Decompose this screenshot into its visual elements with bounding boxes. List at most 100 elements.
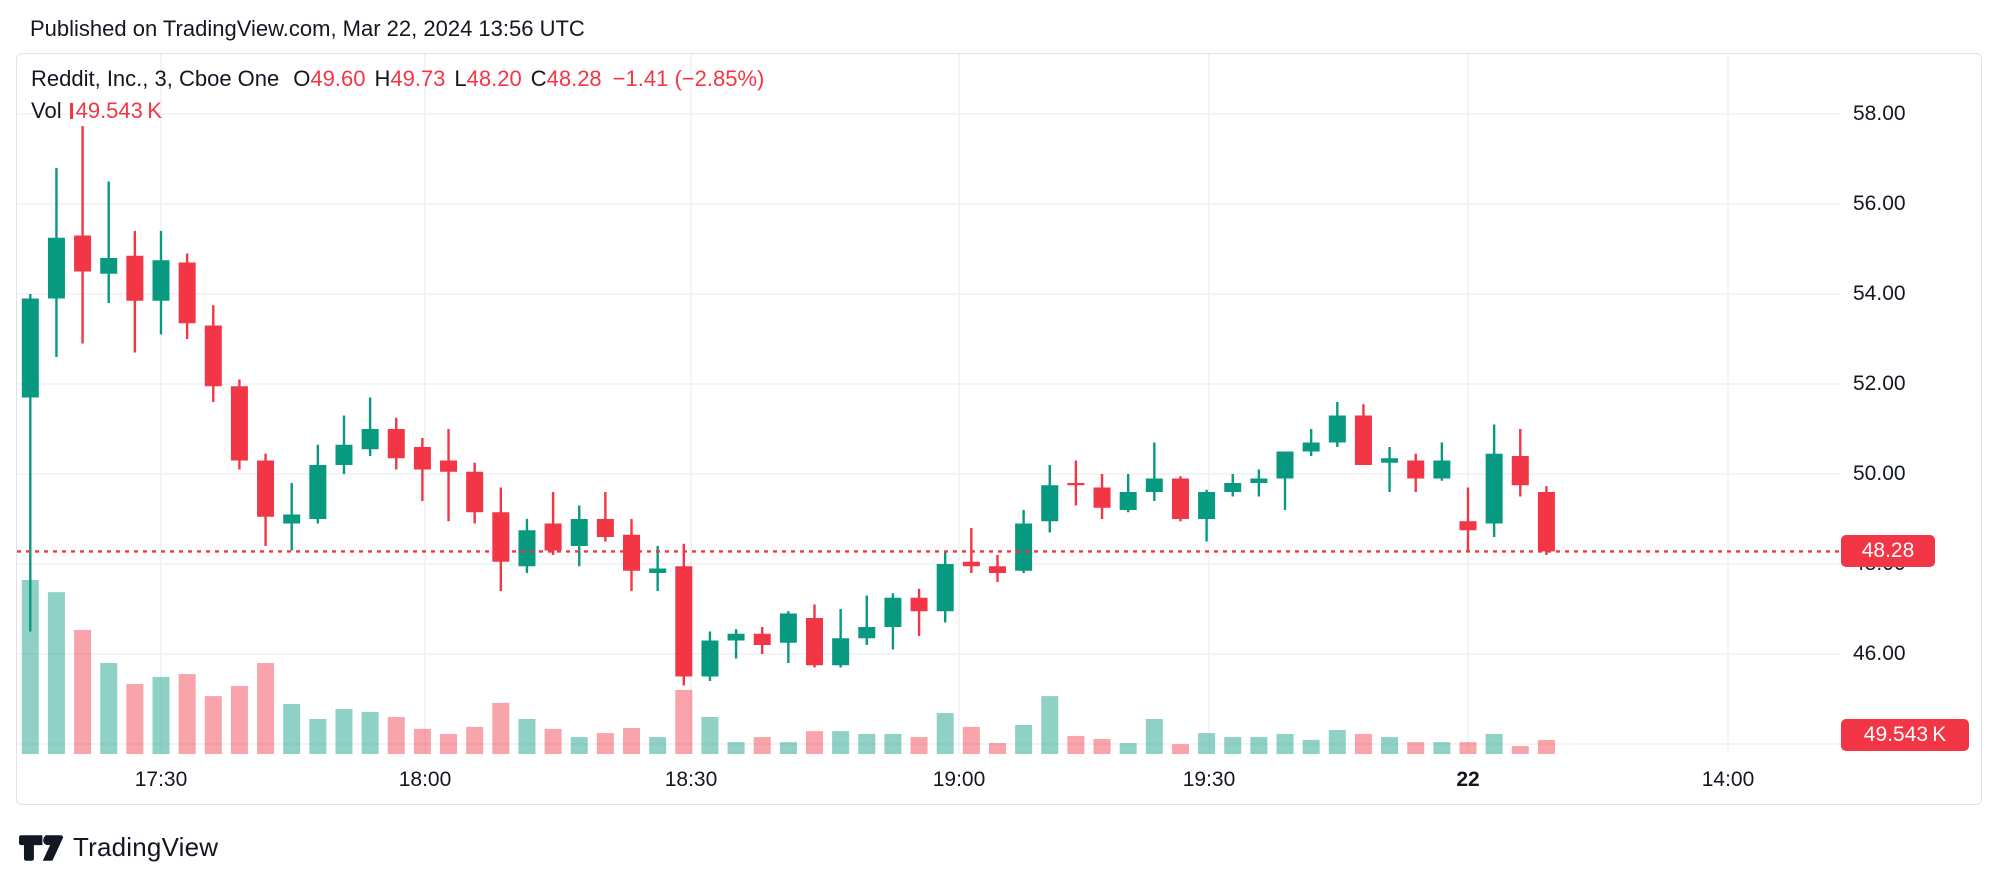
volume-bar [1198, 733, 1216, 754]
price-tick-label: 54.00 [1853, 282, 1906, 305]
candle-wick [107, 181, 110, 303]
price-tick-label: 52.00 [1853, 372, 1906, 395]
time-tick-label: 18:30 [664, 768, 718, 791]
low-label: L [454, 66, 467, 91]
candle-body [257, 460, 275, 517]
volume-bar [1276, 733, 1294, 754]
volume-bar [1328, 729, 1346, 754]
candle-body [466, 471, 484, 513]
time-tick-label: 18:00 [398, 768, 452, 791]
candle-body [675, 566, 693, 677]
open-pair: O49.60 [293, 65, 365, 92]
candle-body [884, 597, 902, 627]
volume-bar [47, 592, 65, 754]
tradingview-logo-icon[interactable] [19, 834, 63, 861]
symbol-legend: Reddit, Inc., 3, Cboe One O49.60 H49.73 L48… [31, 65, 764, 124]
candle-body [1093, 487, 1111, 508]
open-value: 49.60 [310, 66, 366, 91]
volume-bar [466, 726, 484, 754]
volume-bar [832, 731, 850, 754]
candle-body [1302, 442, 1320, 452]
high-label: H [374, 66, 391, 91]
volume-bar [387, 716, 405, 754]
volume-bar [1537, 740, 1555, 754]
volume-bar [936, 713, 954, 754]
change-value: −1.41 (−2.85%) [612, 66, 765, 91]
price-tick-label: 46.00 [1853, 642, 1906, 665]
candlestick-chart[interactable] [17, 54, 1981, 804]
candle-body [570, 519, 588, 546]
candle-body [1015, 523, 1033, 571]
last-volume-badge: 49.543 K [1841, 719, 1969, 751]
candle-wick [29, 294, 32, 632]
candle-body [779, 613, 797, 643]
volume-bar [1459, 742, 1477, 754]
volume-bar [309, 718, 327, 754]
volume-bar [1041, 696, 1059, 754]
brand-name[interactable]: TradingView [73, 832, 219, 862]
volume-bar [884, 733, 902, 754]
candle-body [387, 429, 405, 459]
candle-body [727, 633, 745, 641]
candle-body [806, 618, 823, 666]
volume-bar [701, 716, 719, 754]
legend-ohlc-row: Reddit, Inc., 3, Cboe One O49.60 H49.73 L48… [31, 65, 764, 92]
volume-bar [1145, 718, 1163, 754]
candle-body [152, 260, 170, 301]
candle-body [832, 638, 850, 666]
candle-wick [1153, 442, 1156, 501]
volume-bar [1171, 744, 1189, 754]
chart-container: Reddit, Inc., 3, Cboe One O49.60 H49.73 L48… [16, 53, 1982, 805]
candle-wick [734, 629, 738, 659]
candle-body [230, 386, 248, 461]
volume-bar [1067, 735, 1085, 754]
candle-wick [81, 126, 84, 344]
volume-bar [910, 737, 928, 754]
candle-body [649, 568, 667, 573]
price-tick-label: 50.00 [1853, 462, 1906, 485]
candle-body [335, 444, 353, 465]
candle-body [309, 465, 327, 519]
time-tick-label: 19:00 [932, 768, 986, 791]
candle-body [1537, 492, 1555, 552]
volume-bar [596, 733, 614, 754]
volume-bar [544, 728, 562, 754]
candle-body [936, 564, 954, 612]
candle-body [1145, 478, 1163, 492]
candle-body [1276, 451, 1294, 479]
candle-body [21, 298, 39, 398]
time-tick-label: 17:30 [134, 768, 188, 791]
close-label: C [530, 66, 547, 91]
volume-bar [1511, 746, 1529, 754]
volume-bar [779, 742, 797, 754]
volume-bar [178, 674, 196, 754]
candle-body [47, 237, 65, 299]
candle-body [701, 640, 719, 677]
volume-bar [1250, 737, 1268, 754]
low-pair: L48.20 [454, 65, 521, 92]
candle-body [361, 429, 379, 450]
legend-volume-row: Vol 49.543 K [31, 97, 764, 124]
symbol-description: Reddit, Inc., 3, Cboe One [31, 66, 280, 91]
candle-wick [447, 429, 450, 522]
volume-bar [570, 737, 588, 754]
candle-body [1250, 478, 1268, 483]
volume-bar [988, 742, 1006, 754]
high-value: 49.73 [390, 66, 446, 91]
candle-body [126, 255, 144, 301]
volume-bar [753, 737, 771, 754]
volume-bar [283, 704, 301, 754]
candle-wick [1388, 447, 1391, 492]
close-pair: C48.28 [531, 65, 602, 92]
candle-body [1407, 460, 1425, 479]
candle-body [413, 447, 431, 470]
volume-bar [806, 731, 823, 754]
candle-body [440, 460, 458, 472]
volume-bar [21, 579, 39, 754]
candle-wick [1466, 487, 1470, 551]
volume-bar [1433, 742, 1451, 754]
close-value: 48.28 [546, 66, 602, 91]
candle-body [910, 597, 928, 612]
price-tick-label: 58.00 [1853, 102, 1906, 125]
volume-bar [518, 718, 536, 754]
